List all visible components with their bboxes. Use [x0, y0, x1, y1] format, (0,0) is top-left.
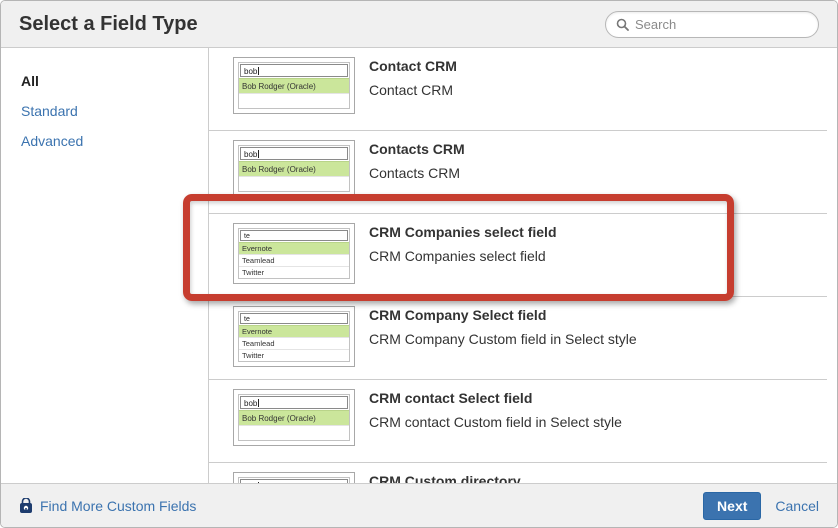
field-type-meta: CRM Company Select field CRM Company Cus… — [369, 306, 637, 347]
field-type-meta: CRM Custom directory — [369, 472, 521, 485]
thumbnail-search-input: bob — [240, 147, 348, 160]
search-input[interactable] — [635, 16, 808, 32]
field-type-meta: Contacts CRM Contacts CRM — [369, 140, 465, 181]
field-type-description: CRM Company Custom field in Select style — [369, 331, 637, 347]
field-type-description: Contacts CRM — [369, 165, 461, 181]
find-more-link[interactable]: Find More Custom Fields — [19, 497, 197, 514]
field-type-title: Contact CRM — [369, 58, 457, 74]
sidebar-item-standard[interactable]: Standard — [21, 103, 78, 119]
field-type-thumbnail: te Evernote Teamlead Twitter — [233, 306, 355, 367]
next-button[interactable]: Next — [703, 491, 762, 520]
field-type-title: CRM Custom directory — [369, 473, 521, 485]
marketplace-bag-icon — [20, 497, 32, 513]
field-type-row[interactable]: bob Bob Rodger (Oracle) Contact CRM Conta… — [209, 48, 827, 131]
field-type-meta: CRM Companies select field CRM Companies… — [369, 223, 557, 264]
thumbnail-option: Twitter — [239, 266, 349, 278]
dialog-header: Select a Field Type — [1, 1, 837, 48]
thumbnail-option: Bob Rodger (Oracle) — [239, 161, 349, 176]
find-more-label: Find More Custom Fields — [40, 497, 197, 514]
thumbnail-option — [239, 425, 349, 440]
search-icon — [616, 18, 629, 31]
field-type-description: CRM Companies select field — [369, 248, 546, 264]
thumbnail-option: Teamlead — [239, 337, 349, 349]
thumbnail-search-input: bob — [240, 396, 348, 409]
thumbnail-option: Evernote — [239, 325, 349, 337]
thumbnail-preview: te Evernote Teamlead Twitter — [238, 228, 350, 279]
thumbnail-option: Twitter — [239, 349, 349, 361]
dialog-body: All Standard Advanced bob Bob Rodger (Ora… — [1, 48, 837, 485]
field-type-title: CRM contact Select field — [369, 390, 533, 406]
sidebar-item-all[interactable]: All — [21, 73, 39, 89]
field-type-title: Contacts CRM — [369, 141, 465, 157]
cancel-link[interactable]: Cancel — [775, 497, 819, 514]
thumbnail-search-input: bob — [240, 64, 348, 77]
thumbnail-option: Evernote — [239, 242, 349, 254]
dialog-title: Select a Field Type — [19, 12, 198, 35]
field-type-title: CRM Company Select field — [369, 307, 547, 323]
thumbnail-option: Bob Rodger (Oracle) — [239, 410, 349, 425]
text-caret — [258, 67, 260, 75]
thumbnail-option — [239, 176, 349, 191]
dialog-footer: Find More Custom Fields Next Cancel — [1, 483, 837, 527]
thumbnail-search-input: te — [240, 230, 348, 241]
field-type-meta: Contact CRM Contact CRM — [369, 57, 457, 98]
field-type-description: Contact CRM — [369, 82, 454, 98]
field-type-description: CRM contact Custom field in Select style — [369, 414, 622, 430]
sidebar-item-advanced[interactable]: Advanced — [21, 133, 84, 149]
thumbnail-option: Teamlead — [239, 254, 349, 266]
field-type-title: CRM Companies select field — [369, 224, 557, 240]
footer-actions: Next Cancel — [703, 491, 819, 520]
field-type-row[interactable]: bob Bob Rodger (Oracle) Contacts CRM Cont… — [209, 131, 827, 214]
thumbnail-search-input: te — [240, 313, 348, 324]
thumbnail-preview: te Evernote Teamlead Twitter — [238, 311, 350, 362]
field-type-row[interactable]: te Evernote Teamlead Twitter CRM Companies … — [209, 214, 827, 297]
field-type-list: bob Bob Rodger (Oracle) Contact CRM Conta… — [209, 48, 837, 485]
field-type-thumbnail: te Evernote Teamlead Twitter — [233, 223, 355, 284]
field-type-row[interactable]: bob Bob Rodger (Oracle) CRM contact Selec… — [209, 380, 827, 463]
text-caret — [258, 399, 260, 407]
thumbnail-option — [239, 93, 349, 108]
field-type-meta: CRM contact Select field CRM contact Cus… — [369, 389, 622, 430]
field-type-row[interactable]: te Evernote Teamlead Twitter CRM Company Se… — [209, 297, 827, 380]
text-caret — [258, 150, 260, 158]
sidebar: All Standard Advanced — [1, 48, 209, 485]
thumbnail-option: Bob Rodger (Oracle) — [239, 78, 349, 93]
search-box[interactable] — [605, 10, 819, 38]
